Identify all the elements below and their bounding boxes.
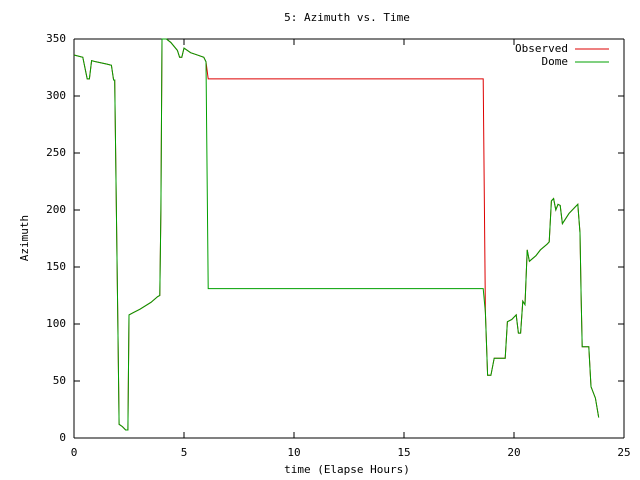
legend-label: Dome xyxy=(542,55,569,68)
x-tick-label: 0 xyxy=(71,446,78,459)
x-tick-label: 5 xyxy=(181,446,188,459)
y-axis-label: Azimuth xyxy=(18,215,31,261)
y-tick-label: 200 xyxy=(46,203,66,216)
x-tick-label: 10 xyxy=(287,446,300,459)
y-tick-label: 300 xyxy=(46,89,66,102)
x-tick-label: 20 xyxy=(507,446,520,459)
chart-title: 5: Azimuth vs. Time xyxy=(284,11,410,24)
x-tick-label: 25 xyxy=(617,446,630,459)
y-tick-label: 50 xyxy=(53,374,66,387)
x-axis-label: time (Elapse Hours) xyxy=(284,463,410,476)
y-tick-label: 250 xyxy=(46,146,66,159)
y-tick-label: 350 xyxy=(46,32,66,45)
y-tick-label: 100 xyxy=(46,317,66,330)
legend-label: Observed xyxy=(515,42,568,55)
x-tick-label: 15 xyxy=(397,446,410,459)
data-line xyxy=(73,38,600,431)
y-tick-label: 150 xyxy=(46,260,66,273)
y-tick-label: 0 xyxy=(59,431,66,444)
